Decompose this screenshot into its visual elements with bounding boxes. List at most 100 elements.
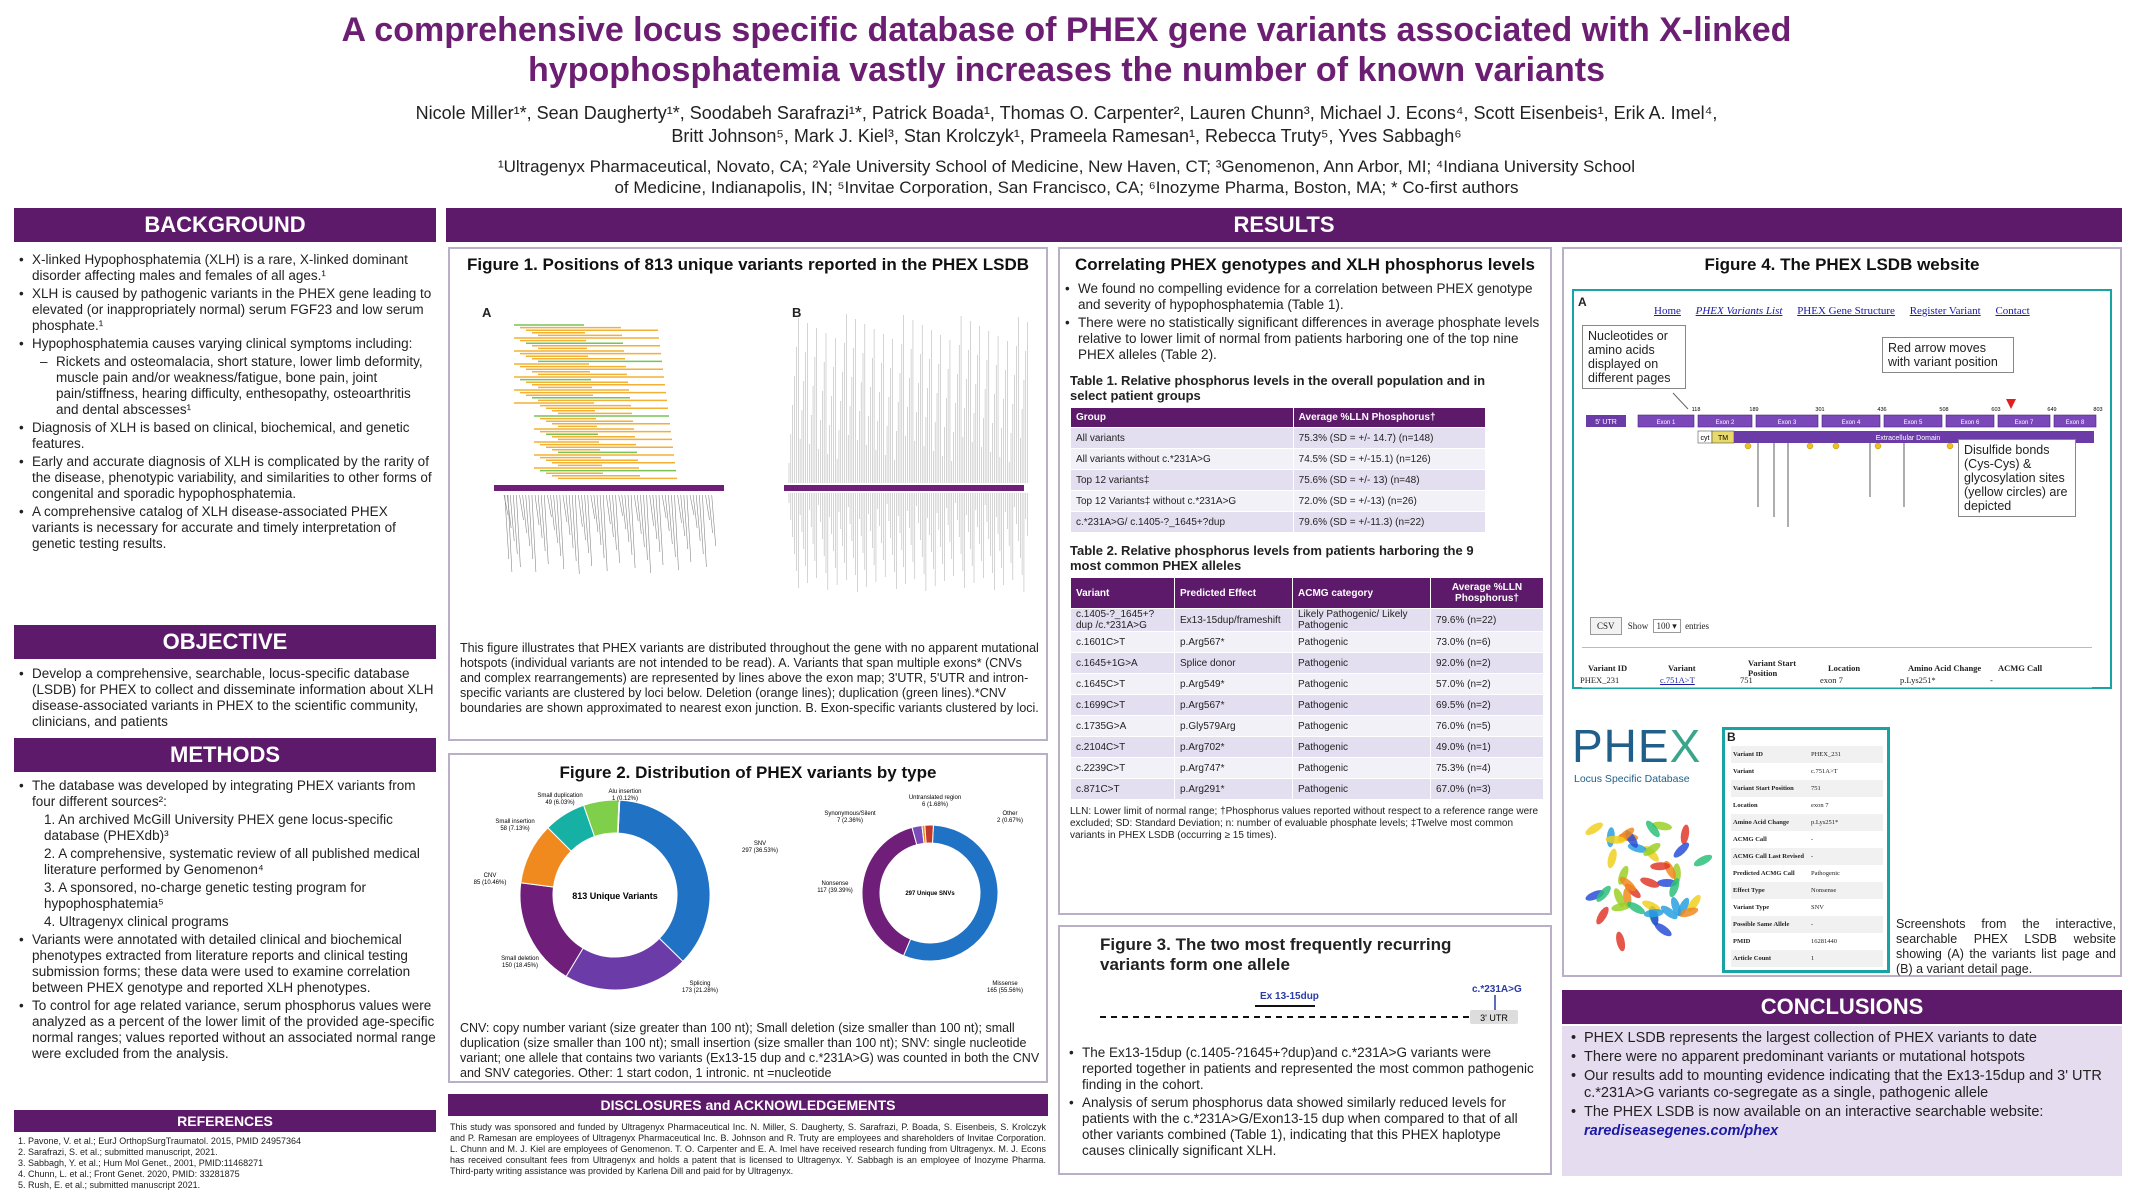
variant-link[interactable]: c.751A>T xyxy=(1660,675,1695,685)
entries-select[interactable]: 100 ▾ xyxy=(1652,619,1681,633)
entries-label: entries xyxy=(1685,621,1710,631)
methods-item: The database was developed by integratin… xyxy=(14,778,436,810)
variant-tick xyxy=(522,494,527,534)
table-1-cell: 75.3% (SD = +/- 14.7) (n=148) xyxy=(1292,427,1487,449)
variant-tick xyxy=(699,494,704,555)
table-2-cell: 75.3% (n=4) xyxy=(1430,757,1544,779)
table-1-cell: 75.6% (SD = +/- 13) (n=48) xyxy=(1292,469,1487,491)
methods-source: 4. Ultragenyx clinical programs xyxy=(44,914,229,929)
variant-tick xyxy=(537,494,543,539)
table-2-row: c.2239C>T p.Arg747* Pathogenic 75.3% (n=4) xyxy=(1070,757,1544,779)
variant-tick xyxy=(571,494,577,562)
variants-table-header-cell[interactable]: ACMG Call xyxy=(1998,662,2043,673)
variant-detail-row: Variant ID PHEX_231 xyxy=(1731,746,1883,763)
csv-button[interactable]: CSV xyxy=(1590,617,1622,635)
variants-table-header-cell[interactable]: Variant Start Position xyxy=(1748,657,1797,678)
donut-slice-label: Small deletion 150 (18.45%) xyxy=(501,956,539,969)
variants-table-cell: - xyxy=(1990,675,1993,685)
table-2-row: c.2104C>T p.Arg702* Pathogenic 49.0% (n=1) xyxy=(1070,736,1544,758)
variant-tick xyxy=(658,494,664,566)
table-2-cell: 49.0% (n=1) xyxy=(1430,736,1544,758)
lsdb-website-link[interactable]: rarediseasegenes.com/phex xyxy=(1584,1123,1779,1139)
donut-slice-splicing xyxy=(565,937,684,991)
table-2-title: Table 2. Relative phosphorus levels from… xyxy=(1070,543,1474,573)
table-2-header: ACMG category xyxy=(1292,577,1431,609)
position-label: 803 xyxy=(2093,407,2102,413)
snv-label: c.*231A>G xyxy=(1472,984,1522,995)
variant-tick xyxy=(671,494,676,558)
table-2-cell: p.Arg702* xyxy=(1174,736,1293,758)
table-2-cell: p.Arg567* xyxy=(1174,631,1293,653)
variants-table-row[interactable]: PHEX_231 c.751A>T 751 exon 7 p.Lys251* - xyxy=(1574,663,2094,697)
glycosylation-site-icon xyxy=(1832,442,1840,450)
variants-table-header-cell[interactable]: Amino Acid Change xyxy=(1908,662,1982,673)
donut-slice-label: Small duplication 49 (6.03%) xyxy=(537,793,582,806)
utr-5-label: 5' UTR xyxy=(1595,419,1617,426)
table-1-row: All variants 75.3% (SD = +/- 14.7) (n=148… xyxy=(1070,427,1487,449)
authors-line-1: Nicole Miller¹*, Sean Daugherty¹*, Sooda… xyxy=(415,103,1718,123)
protein-helix xyxy=(1596,906,1609,925)
author-list: Nicole Miller¹*, Sean Daugherty¹*, Sooda… xyxy=(0,102,2133,148)
nav-home-link[interactable]: Home xyxy=(1654,305,1681,317)
variant-tick xyxy=(544,494,549,565)
table-2-row: c.1601C>T p.Arg567* Pathogenic 73.0% (n=6) xyxy=(1070,631,1544,653)
variant-tick xyxy=(593,494,599,533)
glycosylation-site-icon xyxy=(1874,442,1882,450)
conclusions-section: PHEX LSDB represents the largest collect… xyxy=(1562,1026,2122,1176)
table-1-row: c.*231A>G/ c.1405-?_1645+?dup 79.6% (SD =… xyxy=(1070,511,1487,533)
table-1-cell: 74.5% (SD = +/-15.1) (n=126) xyxy=(1292,448,1487,470)
variants-table-header-cell[interactable]: Variant xyxy=(1668,662,1696,673)
table-2-cell: Pathogenic xyxy=(1292,631,1431,653)
nav-gene-structure-link[interactable]: PHEX Gene Structure xyxy=(1797,305,1895,317)
dup-label: Ex 13-15dup xyxy=(1260,991,1319,1002)
variants-table-header-cell[interactable]: Location xyxy=(1828,662,1861,673)
exon-label: Exon 3 xyxy=(1778,420,1797,426)
figure-3-item: Analysis of serum phosphorus data showed… xyxy=(1064,1095,1544,1159)
donut-slice-label: Alu insertion 1 (0.12%) xyxy=(608,789,641,802)
reference-item: 5. Rush, E. et al.; submitted manuscript… xyxy=(18,1180,201,1190)
conclusions-header: CONCLUSIONS xyxy=(1562,990,2122,1024)
correlation-panel: Correlating PHEX genotypes and XLH phosp… xyxy=(1058,247,1552,915)
variant-detail-value: 1 xyxy=(1811,955,1815,962)
figure-3-panel: Figure 3. The two most frequently recurr… xyxy=(1058,925,1552,1175)
disclosures-header: DISCLOSURES and ACKNOWLEDGEMENTS xyxy=(448,1094,1048,1116)
protein-helix xyxy=(1640,877,1660,888)
donut-slice-label: Splicing 173 (21.28%) xyxy=(682,981,718,994)
nav-contact-link[interactable]: Contact xyxy=(1995,305,2030,317)
variant-tick xyxy=(528,494,534,560)
variant-tick xyxy=(509,494,515,542)
variant-tick xyxy=(643,494,648,561)
table-2-cell: c.2104C>T xyxy=(1070,736,1175,758)
variant-detail-row: Possible Same Allele - xyxy=(1731,916,1883,933)
figure-3-title-line-2: variants form one allele xyxy=(1100,955,1290,974)
fig4-panel-b-label: B xyxy=(1727,730,1736,744)
variant-tick xyxy=(519,494,524,521)
protein-helix xyxy=(1654,923,1672,937)
fig4-panel-a-label: A xyxy=(1578,295,1587,309)
nav-variants-link[interactable]: PHEX Variants List xyxy=(1695,305,1783,317)
variants-table-header-cell[interactable]: Variant ID xyxy=(1588,662,1628,673)
table-2-footnote: LLN: Lower limit of normal range; †Phosp… xyxy=(1070,806,1539,841)
table-1-row: All variants without c.*231A>G 74.5% (SD … xyxy=(1070,448,1487,470)
correlation-title: Correlating PHEX genotypes and XLH phosp… xyxy=(1074,255,1536,274)
variant-tick xyxy=(540,494,546,552)
fig1-panel-a-map xyxy=(494,324,724,575)
variant-detail-row: Variant c.751A>T xyxy=(1731,763,1883,780)
table-2-cell: Ex13-15dup/frameshift xyxy=(1174,608,1293,632)
table-2-cell: Pathogenic xyxy=(1292,673,1431,695)
table-2-cell: Likely Pathogenic/ Likely Pathogenic xyxy=(1292,608,1431,632)
table-2-cell: Pathogenic xyxy=(1292,757,1431,779)
variant-tick xyxy=(689,494,695,516)
variant-tick xyxy=(705,494,710,521)
variant-tick xyxy=(559,494,565,570)
figure-2-title: Figure 2. Distribution of PHEX variants … xyxy=(559,763,937,782)
methods-item: Variants were annotated with detailed cl… xyxy=(14,932,436,996)
exon-box xyxy=(1821,414,1881,428)
methods-section: The database was developed by integratin… xyxy=(14,778,436,1064)
utr-5-box xyxy=(1586,415,1626,427)
nav-register-link[interactable]: Register Variant xyxy=(1909,305,1981,317)
exon-label: Exon 1 xyxy=(1657,420,1676,426)
table-2-cell: Pathogenic xyxy=(1292,715,1431,737)
variant-detail-value: p.Lys251* xyxy=(1811,819,1839,826)
figure-4-caption: Screenshots from the interactive, search… xyxy=(1896,917,2116,976)
